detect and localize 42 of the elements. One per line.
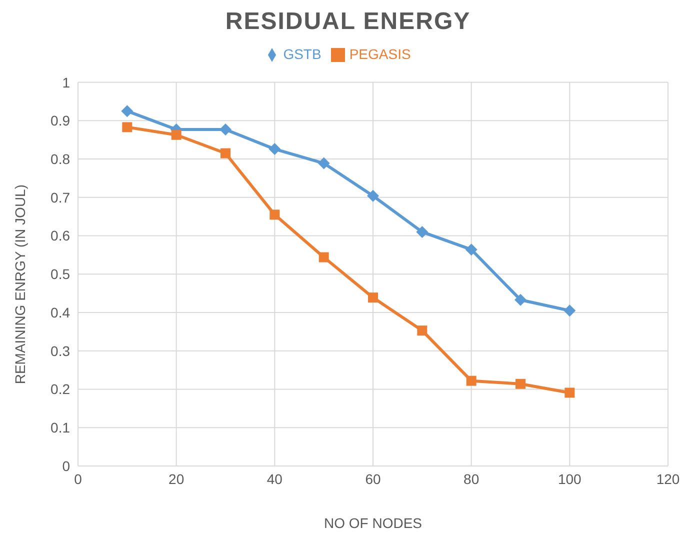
point bbox=[121, 105, 134, 118]
point bbox=[122, 122, 132, 132]
y-tick-label: 0.4 bbox=[50, 304, 70, 320]
point bbox=[270, 210, 280, 220]
y-tick-label: 0.6 bbox=[50, 228, 70, 244]
point bbox=[466, 376, 476, 386]
y-tick-label: 0.1 bbox=[50, 420, 70, 436]
y-tick-label: 0 bbox=[62, 458, 70, 474]
x-tick-label: 120 bbox=[656, 470, 680, 487]
y-tick-label: 0.8 bbox=[50, 151, 70, 168]
point bbox=[564, 304, 576, 317]
x-tick-label: 60 bbox=[365, 470, 381, 487]
legend-label: PEGASIS bbox=[349, 46, 411, 62]
point bbox=[516, 378, 526, 389]
x-tick-label: 80 bbox=[464, 470, 480, 487]
point bbox=[367, 190, 379, 202]
y-tick-label: 0.5 bbox=[50, 266, 70, 282]
x-tick-label: 40 bbox=[266, 470, 283, 487]
y-tick-label: 0.9 bbox=[50, 112, 70, 129]
x-tick-label: 0 bbox=[74, 470, 82, 487]
y-tick-label: 1 bbox=[62, 74, 70, 90]
point bbox=[220, 123, 232, 136]
point bbox=[564, 388, 575, 398]
point bbox=[220, 148, 230, 158]
x-tick-label: 20 bbox=[168, 470, 184, 487]
legend-label: GSTB bbox=[283, 46, 322, 62]
y-tick-label: 0.3 bbox=[50, 342, 70, 359]
point bbox=[416, 226, 428, 238]
y-tick-label: 0.2 bbox=[50, 381, 70, 398]
point bbox=[268, 143, 281, 156]
x-axis-title: NO OF NODES bbox=[324, 515, 422, 531]
y-tick-label: 0.7 bbox=[50, 189, 70, 206]
point bbox=[318, 157, 330, 170]
point bbox=[465, 244, 478, 256]
point bbox=[318, 252, 329, 262]
point bbox=[368, 292, 378, 303]
point bbox=[514, 294, 526, 306]
y-axis-title: REMAINING ENRGY (IN JOUL) bbox=[12, 184, 28, 384]
chart-title: RESIDUAL ENERGY bbox=[224, 8, 472, 36]
point bbox=[417, 326, 428, 336]
point bbox=[171, 130, 182, 140]
x-tick-label: 100 bbox=[558, 470, 582, 487]
